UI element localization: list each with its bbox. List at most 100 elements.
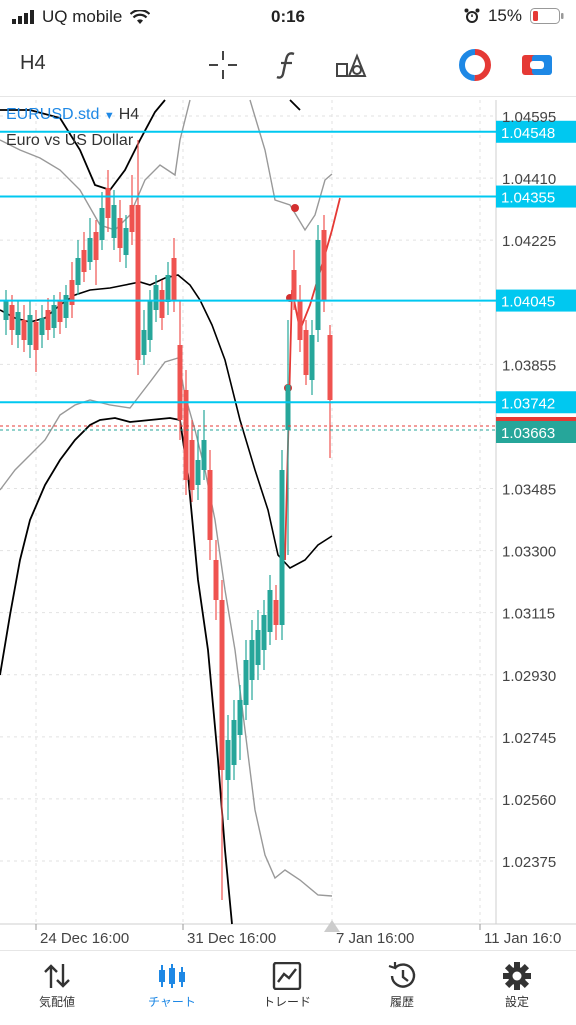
candle-body	[51, 305, 57, 328]
candle-body	[111, 205, 117, 238]
candle-body	[249, 640, 255, 680]
candle-body	[231, 720, 237, 765]
signal-icon	[12, 10, 34, 24]
nav-history[interactable]: 履歴	[347, 959, 457, 1010]
candle-body	[21, 320, 27, 340]
chart-timeframe: H4	[118, 106, 140, 123]
price-tick-label: 1.04410	[502, 171, 556, 188]
candle-body	[45, 310, 51, 330]
clock: 0:16	[270, 7, 306, 26]
candle-body	[309, 335, 315, 380]
function-icon[interactable]	[268, 46, 306, 84]
candle-body	[219, 600, 225, 770]
candle-body	[267, 590, 273, 632]
candle-body	[123, 228, 129, 255]
nav-chart[interactable]: チャート	[117, 959, 227, 1010]
trade-marker	[291, 204, 299, 212]
candle-body	[243, 660, 249, 705]
nav-settings[interactable]: 設定	[462, 959, 572, 1010]
envelope-lower-inner	[0, 357, 333, 897]
trade-icon	[272, 962, 302, 990]
candle-body	[141, 330, 147, 355]
candle-body	[291, 270, 297, 300]
quick-trade-icon[interactable]	[456, 46, 494, 84]
symbol-description: Euro vs US Dollar	[6, 132, 134, 149]
candle-body	[93, 232, 99, 260]
battery-percent: 15%	[487, 6, 522, 25]
candle-body	[213, 560, 219, 600]
crosshair-icon[interactable]	[204, 46, 242, 84]
candle-body	[303, 330, 309, 375]
one-click-icon[interactable]	[518, 46, 556, 84]
candle-body	[63, 295, 69, 318]
candle-body	[273, 600, 279, 625]
nav-quotes[interactable]: 気配値	[2, 959, 112, 1010]
level-price-label: 1.04548	[501, 125, 555, 142]
symbol-label[interactable]: EURUSD.std ▼ H4	[6, 106, 140, 123]
objects-icon[interactable]	[332, 46, 370, 84]
chart-icon	[159, 964, 185, 988]
candle-body	[15, 312, 21, 335]
candle-body	[285, 385, 291, 430]
candle-body	[177, 345, 183, 420]
candle-body	[261, 615, 267, 650]
battery-icon	[530, 8, 564, 24]
candle-body	[225, 740, 231, 780]
carrier-label: UQ mobile	[42, 7, 123, 26]
envelope-lower-outer	[0, 417, 233, 925]
chart-shift-marker[interactable]	[324, 920, 340, 932]
settings-icon	[503, 962, 531, 990]
candle-body	[105, 188, 111, 218]
status-bar: UQ mobile 0:16 15%	[0, 0, 576, 34]
candle-body	[27, 315, 33, 345]
candle-body	[135, 205, 141, 360]
level-price-tag	[496, 185, 576, 208]
price-tick-label: 1.02560	[502, 792, 556, 809]
candle-body	[237, 700, 243, 735]
candle-body	[81, 250, 87, 272]
envelope-upper-outer	[0, 99, 166, 192]
level-price-tag	[496, 391, 576, 414]
price-tick-label: 1.04595	[502, 109, 556, 126]
level-price-tag	[496, 289, 576, 312]
timeframe-button[interactable]: H4	[20, 52, 46, 74]
price-tick-label: 1.03300	[502, 544, 556, 561]
candle-body	[165, 275, 171, 302]
level-price-label: 1.03742	[501, 395, 555, 412]
candle-body	[189, 440, 195, 490]
candle-body	[201, 440, 207, 470]
current-price-label: 1.03663	[501, 425, 555, 442]
candle-body	[129, 205, 135, 232]
candle-body	[99, 208, 105, 240]
candle-body	[69, 280, 75, 305]
candle-body	[171, 258, 177, 300]
price-tick-label: 1.03115	[502, 606, 555, 623]
envelope-upper-inner-right	[249, 99, 333, 232]
price-tick-label: 1.04225	[502, 233, 556, 250]
price-tick-label: 1.02930	[502, 668, 556, 685]
date-tick-label: 11 Jan 16:0	[484, 930, 561, 947]
candle-body	[195, 460, 201, 485]
candle-body	[3, 300, 9, 320]
date-tick-label: 31 Dec 16:00	[187, 930, 276, 947]
level-price-label: 1.04045	[501, 294, 555, 311]
level-price-label: 1.04355	[501, 190, 555, 207]
nav-trade[interactable]: トレード	[232, 959, 342, 1010]
candle-body	[75, 258, 81, 285]
history-icon	[388, 962, 416, 988]
price-tick-label: 1.03855	[502, 357, 556, 374]
candle-body	[297, 300, 303, 340]
price-tick-label: 1.02745	[502, 730, 556, 747]
current-price-tag	[496, 421, 576, 443]
alarm-icon	[464, 8, 480, 23]
candle-body	[117, 218, 123, 248]
candle-body	[33, 322, 39, 350]
candle-body	[159, 290, 165, 318]
candle-body	[255, 630, 261, 665]
envelope-upper-outer-right	[289, 99, 301, 111]
bottom-navigation: 気配値 チャート トレード 履歴 設定	[0, 950, 576, 1025]
candle-body	[183, 390, 189, 480]
candle-body	[321, 230, 327, 300]
price-chart[interactable]: 1.04548 1.04355 1.04045 1.03742 1.03663 1.04…	[0, 98, 576, 950]
candle-body	[9, 305, 15, 330]
